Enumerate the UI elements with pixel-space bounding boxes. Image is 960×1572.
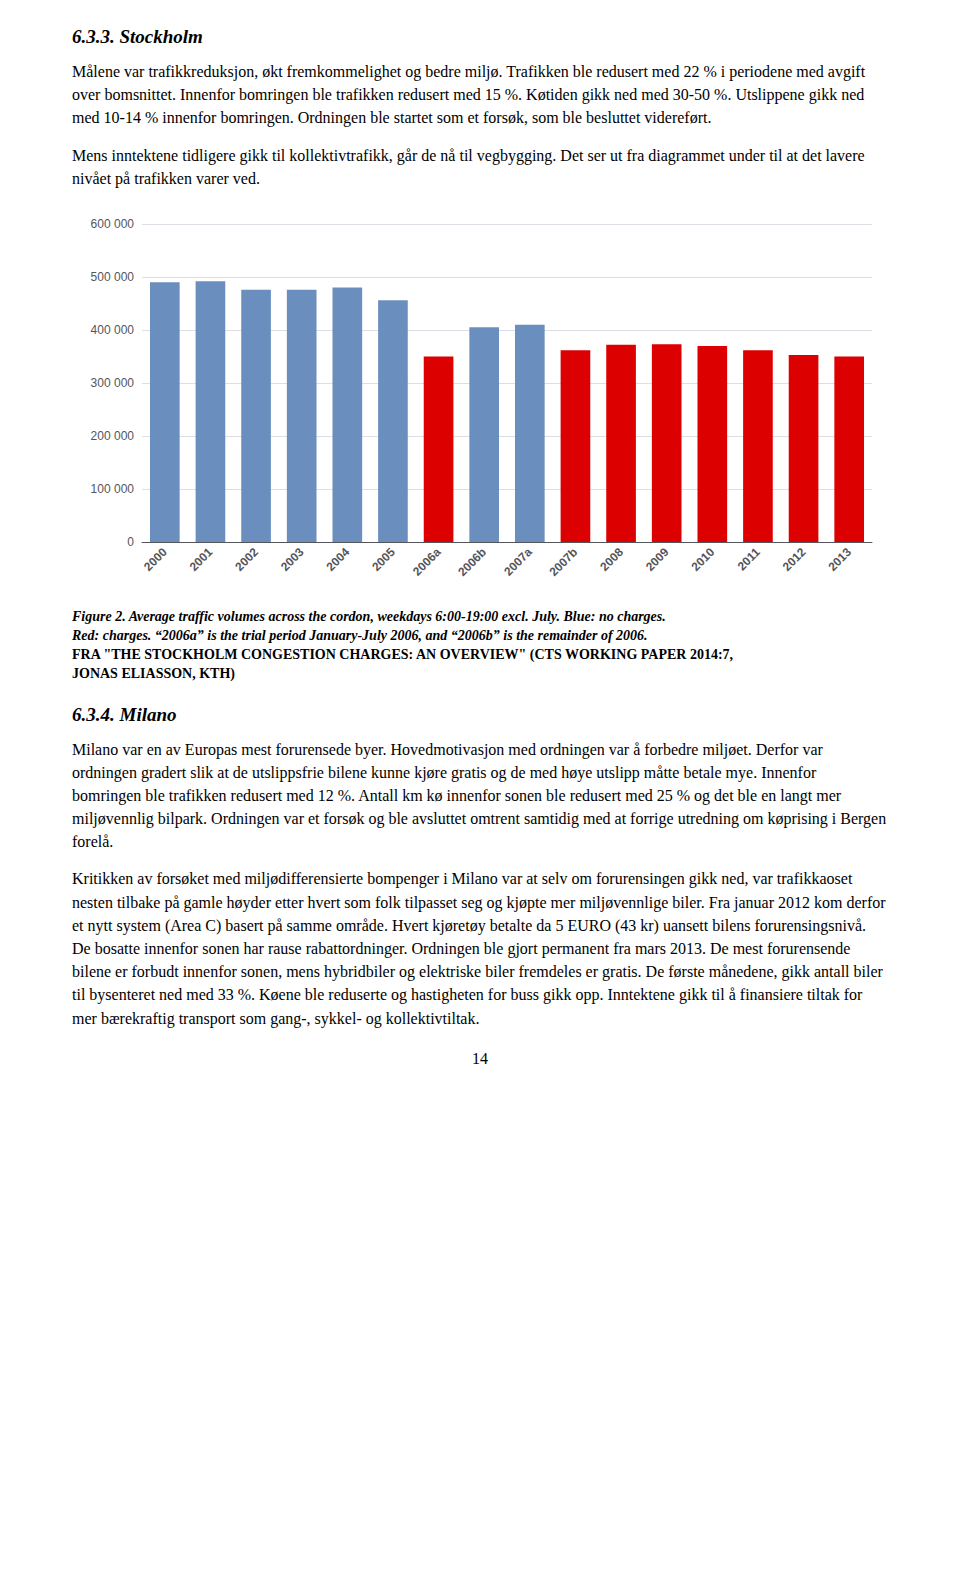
html-text:Red: charges. “2006a” is the t: Red: charges. “2006a” is the trial perio…	[72, 627, 648, 643]
svg-text:400 000: 400 000	[91, 323, 135, 337]
svg-text:2004: 2004	[324, 545, 353, 574]
svg-text:2006b: 2006b	[455, 545, 489, 579]
svg-text:2005: 2005	[369, 545, 398, 574]
svg-text:200 000: 200 000	[91, 429, 135, 443]
svg-text:2000: 2000	[141, 545, 170, 574]
svg-text:2001: 2001	[187, 545, 216, 574]
html-text:Kritikken av forsøket med milj: Kritikken av forsøket med miljødifferens…	[72, 870, 886, 1027]
svg-text:2012: 2012	[780, 545, 809, 574]
svg-text:0: 0	[127, 535, 134, 549]
html-text:Mens inntektene tidligere gikk: Mens inntektene tidligere gikk til kolle…	[72, 146, 865, 187]
svg-text:500 000: 500 000	[91, 270, 135, 284]
svg-text:2008: 2008	[597, 545, 626, 574]
svg-text:2013: 2013	[825, 545, 854, 574]
svg-text:600 000: 600 000	[91, 217, 135, 231]
html-text:JONAS ELIASSON, KTH): JONAS ELIASSON, KTH)	[72, 665, 235, 681]
html-text:6.3.3. Stockholm: 6.3.3. Stockholm	[72, 26, 203, 47]
html-text:FRA "THE STOCKHOLM CONGESTION: FRA "THE STOCKHOLM CONGESTION CHARGES: A…	[72, 646, 734, 662]
svg-text:100 000: 100 000	[91, 482, 135, 496]
html-text:14: 14	[472, 1049, 488, 1067]
svg-text:2006a: 2006a	[410, 545, 444, 579]
svg-text:2003: 2003	[278, 545, 307, 574]
svg-text:2011: 2011	[735, 545, 764, 574]
svg-text:2007a: 2007a	[501, 545, 535, 579]
svg-text:2010: 2010	[689, 545, 718, 574]
svg-text:2009: 2009	[643, 545, 672, 574]
html-text:6.3.4. Milano: 6.3.4. Milano	[72, 703, 177, 725]
svg-text:300 000: 300 000	[91, 376, 135, 390]
html-text:Målene var trafikkreduksjon, ø: Målene var trafikkreduksjon, økt fremkom…	[72, 63, 866, 127]
html-text:Milano var en av Europas mest: Milano var en av Europas mest forurensed…	[72, 740, 887, 851]
svg-text:2002: 2002	[232, 545, 261, 574]
svg-text:2007b: 2007b	[546, 545, 580, 579]
html-text:Figure 2. Average traffic volu: Figure 2. Average traffic volumes across…	[72, 608, 666, 624]
